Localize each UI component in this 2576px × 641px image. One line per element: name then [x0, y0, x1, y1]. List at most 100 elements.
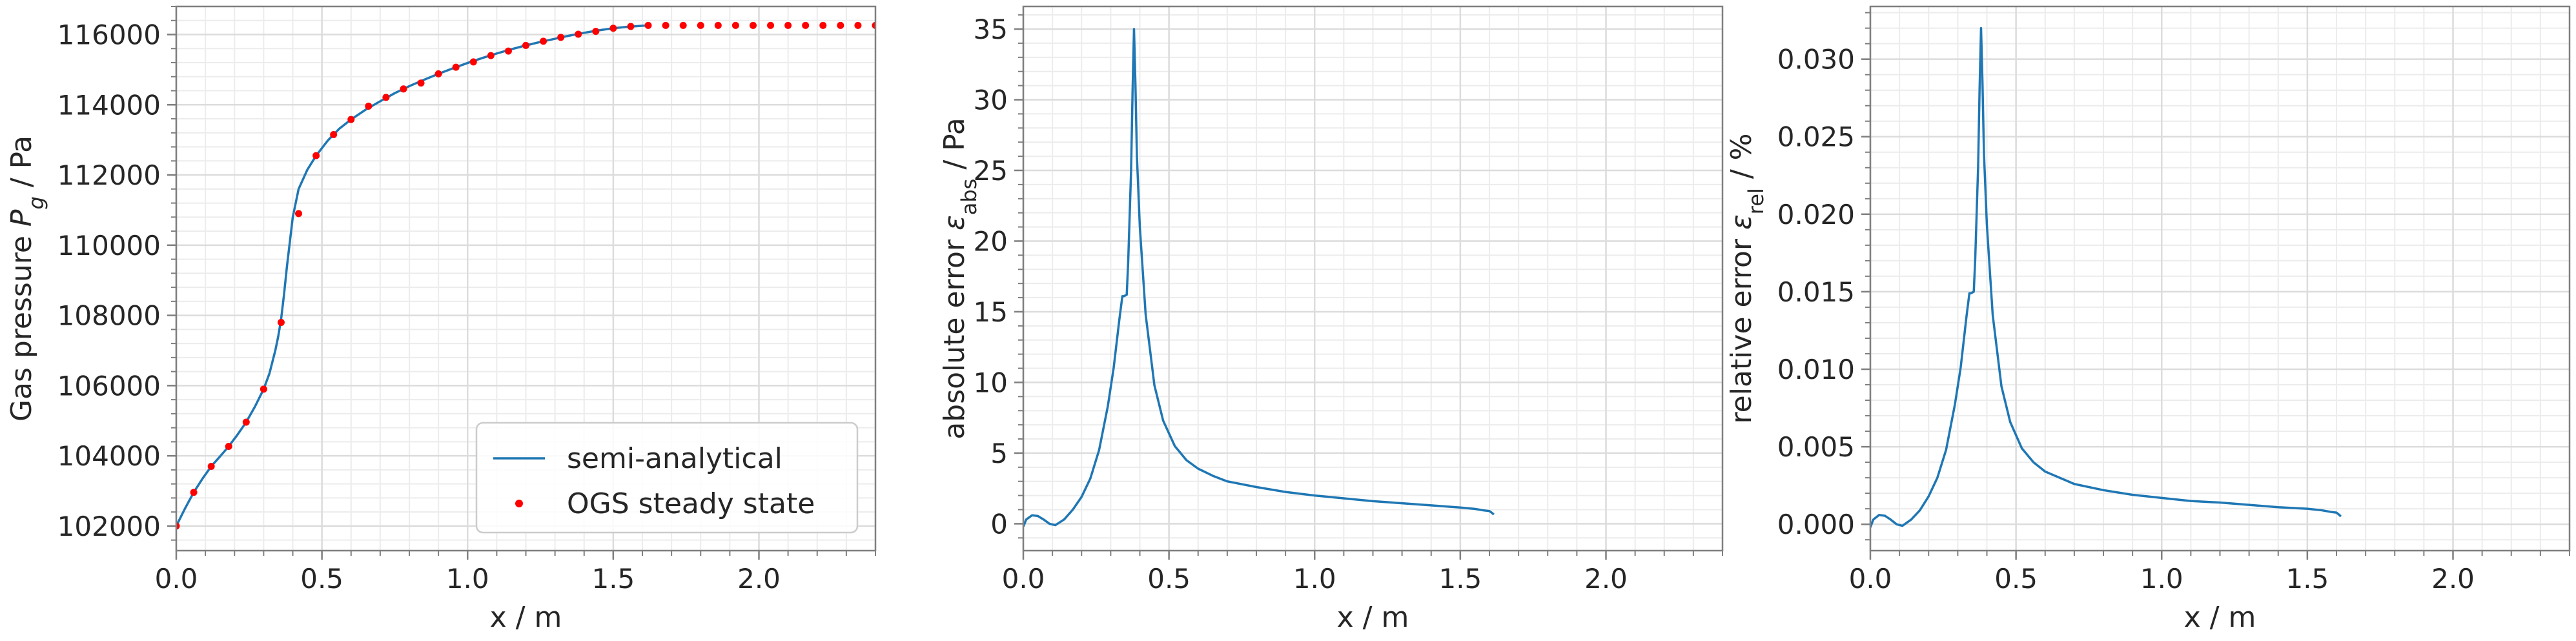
data-point: [609, 25, 617, 32]
data-point: [784, 21, 792, 29]
data-point: [767, 21, 775, 29]
data-point: [540, 37, 547, 45]
y-tick-label: 20: [974, 225, 1008, 257]
data-point: [312, 152, 320, 159]
y-tick-label: 104000: [57, 440, 161, 472]
x-tick-label: 0.5: [300, 563, 343, 595]
data-point: [557, 34, 565, 41]
y-label-symbol: P: [5, 209, 38, 227]
data-point: [854, 21, 862, 29]
x-tick-label: 0.5: [1994, 563, 2038, 595]
y-tick-label: 5: [990, 438, 1008, 469]
y-tick-label: 106000: [57, 370, 161, 402]
y-label-subscript: abs: [957, 179, 981, 216]
data-point: [176, 522, 180, 530]
y-label-text: relative error: [1725, 230, 1758, 423]
x-tick-label: 1.5: [2285, 563, 2329, 595]
chart-1: 0.0 0.5 1.0 1.5 2.0 102000 104000 106000 108000 1…: [5, 5, 877, 634]
data-point: [277, 318, 285, 326]
data-point: [837, 21, 844, 29]
data-point: [260, 385, 267, 393]
data-point: [295, 210, 303, 218]
data-point: [819, 21, 827, 29]
data-point: [662, 21, 670, 29]
y-tick-label: 0.015: [1777, 276, 1855, 308]
data-point: [627, 23, 635, 30]
data-point: [365, 102, 373, 110]
data-point: [714, 21, 722, 29]
y-tick-label: 0.030: [1777, 44, 1855, 76]
plot-area: [176, 21, 875, 530]
y-axis-label: absolute error εabs / Pa: [938, 117, 981, 439]
y-tick-label: 112000: [57, 159, 161, 191]
plot-area: [1870, 26, 2342, 528]
y-tick-label: 15: [974, 296, 1008, 328]
x-axis-label: x / m: [2184, 601, 2256, 634]
data-point: [347, 116, 355, 123]
x-tick-label: 0.0: [1849, 563, 1892, 595]
x-tick-label: 0.0: [1002, 563, 1045, 595]
y-label-unit: / %: [1725, 134, 1758, 188]
x-tick-label: 1.5: [1438, 563, 1482, 595]
x-tick-label: 1.0: [446, 563, 489, 595]
legend: semi-analytical OGS steady state: [475, 422, 859, 534]
data-point: [330, 131, 338, 139]
data-point: [207, 462, 215, 470]
data-point: [469, 58, 477, 66]
data-point: [382, 94, 390, 101]
y-label-subscript: rel: [1744, 188, 1768, 214]
chart-2: 0.0 0.5 1.0 1.5 2.0 0 5 10 15 20 25 30 35 x / m absolu…: [938, 5, 1724, 634]
series-line: [1870, 26, 2342, 528]
x-tick-label: 1.0: [2140, 563, 2183, 595]
legend-point-swatch: [515, 500, 523, 507]
data-point: [225, 442, 232, 450]
y-tick-label: 108000: [57, 300, 161, 332]
data-point: [452, 63, 460, 71]
data-point: [749, 21, 757, 29]
data-point: [644, 21, 652, 29]
y-tick-label: 0.000: [1777, 509, 1855, 540]
y-tick-label: 0.005: [1777, 431, 1855, 463]
data-point: [802, 21, 810, 29]
data-point: [731, 21, 739, 29]
data-point: [575, 30, 582, 38]
y-label-symbol: ε: [1725, 214, 1758, 230]
y-label-unit: / Pa: [5, 136, 38, 196]
y-tick-label: 10: [974, 367, 1008, 398]
x-axis-label: x / m: [1337, 601, 1409, 634]
data-point: [434, 70, 442, 77]
data-point: [190, 489, 198, 496]
x-tick-label: 0.0: [155, 563, 198, 595]
y-label-text: Gas pressure: [5, 227, 38, 422]
legend-box: [475, 422, 859, 534]
y-tick-label: 35: [974, 14, 1008, 45]
y-tick-label: 0: [990, 508, 1008, 540]
chart-3: 0.0 0.5 1.0 1.5 2.0 0.000 0.005 0.010 0.015 0.020…: [1725, 5, 2571, 634]
data-point: [242, 418, 250, 426]
y-tick-label: 0.025: [1777, 121, 1855, 153]
y-axis-label: Gas pressure Pg / Pa: [5, 136, 48, 422]
y-tick-label: 0.020: [1777, 199, 1855, 230]
data-point: [697, 21, 704, 29]
x-tick-label: 1.0: [1293, 563, 1336, 595]
data-point: [592, 28, 600, 36]
data-point: [417, 79, 425, 87]
data-point: [872, 21, 875, 29]
y-tick-label: 0.010: [1777, 354, 1855, 385]
y-tick-label: 102000: [57, 511, 161, 542]
y-tick-label: 30: [974, 85, 1008, 116]
y-tick-label: 25: [974, 155, 1008, 187]
x-tick-label: 1.5: [591, 563, 635, 595]
data-point: [487, 52, 495, 59]
y-tick-label: 116000: [57, 19, 161, 51]
x-axis-label: x / m: [490, 601, 562, 634]
x-tick-label: 2.0: [2431, 563, 2475, 595]
data-point: [504, 47, 512, 55]
legend-label-semi-analytical: semi-analytical: [567, 442, 782, 475]
x-tick-label: 0.5: [1147, 563, 1191, 595]
y-tick-label: 114000: [57, 89, 161, 121]
series-line: [1023, 28, 1495, 527]
y-label-subscript: g: [24, 196, 48, 209]
